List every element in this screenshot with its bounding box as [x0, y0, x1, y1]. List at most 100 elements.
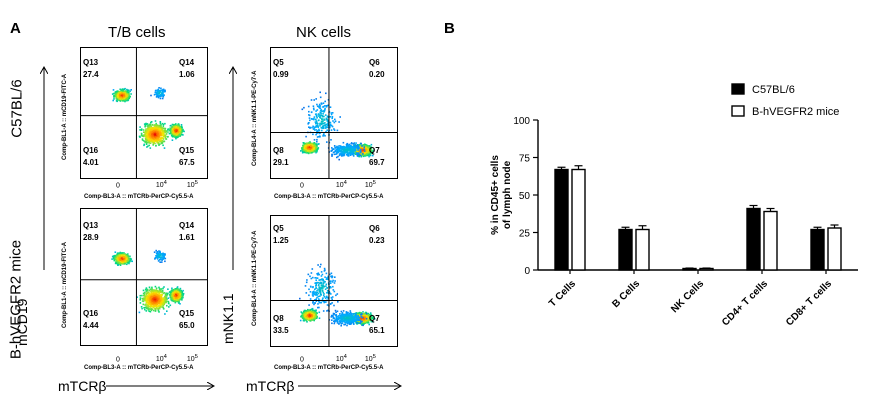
event-dot: [301, 150, 304, 153]
event-dot: [180, 130, 183, 132]
event-dot: [338, 147, 340, 149]
event-dot: [319, 96, 322, 99]
quadrant-ur-value: 0.20: [369, 70, 385, 79]
event-dot: [161, 134, 164, 137]
event-dot: [317, 126, 319, 128]
event-dot: [363, 150, 366, 152]
event-dot: [342, 141, 345, 144]
x-tick-10b: 10: [364, 182, 373, 190]
event-dot: [331, 153, 333, 156]
quadrant-lr-value: 69.7: [369, 158, 385, 167]
event-dot: [370, 150, 373, 152]
event-dot: [347, 152, 349, 154]
x-axis-name-nk: mTCRβ: [246, 378, 295, 394]
event-dot: [368, 145, 370, 147]
x-ticks-1: 0 104 105: [116, 180, 206, 189]
event-dot: [123, 93, 125, 96]
panel-a-letter: A: [10, 20, 21, 37]
event-dot: [316, 121, 318, 124]
event-dot: [356, 145, 359, 148]
event-dot: [169, 129, 172, 131]
x-tick-10a: 10: [335, 182, 344, 190]
event-dot: [303, 149, 306, 151]
event-dot: [366, 152, 369, 155]
event-dot: [142, 140, 145, 142]
event-dot: [173, 135, 175, 138]
event-dot: [153, 125, 156, 127]
event-dot: [153, 138, 155, 140]
event-dot: [313, 142, 315, 145]
event-dot: [154, 120, 157, 122]
event-dot: [160, 126, 162, 128]
event-dot: [329, 126, 331, 128]
event-dot: [159, 140, 161, 143]
event-dot: [177, 136, 180, 138]
event-dot: [158, 125, 160, 127]
event-dot: [340, 153, 343, 156]
event-dot: [126, 263, 128, 266]
event-dot: [359, 151, 362, 153]
event-dot: [360, 155, 363, 158]
event-dot: [159, 128, 162, 131]
event-dot: [162, 95, 165, 98]
event-dot: [316, 140, 318, 143]
event-dot: [372, 154, 374, 157]
event-dot: [182, 128, 184, 131]
event-dot: [177, 128, 180, 131]
event-dot: [141, 134, 143, 137]
event-dot: [367, 154, 369, 157]
event-dot: [164, 129, 166, 132]
event-dot: [148, 144, 150, 147]
event-dot: [146, 140, 148, 142]
event-dot: [124, 93, 127, 95]
event-dot: [368, 149, 371, 152]
event-dot: [144, 131, 146, 134]
event-dot: [370, 143, 373, 146]
event-dot: [162, 88, 165, 91]
event-dot: [176, 136, 178, 139]
event-dot: [147, 129, 149, 131]
event-dot: [114, 91, 117, 93]
event-dot: [177, 129, 180, 132]
event-dot: [126, 89, 129, 91]
event-dot: [157, 141, 160, 144]
event-dot: [347, 150, 349, 153]
event-dot: [307, 147, 310, 150]
event-dot: [359, 148, 362, 151]
event-dot: [315, 144, 318, 146]
event-dot: [307, 144, 310, 146]
event-dot: [167, 128, 169, 130]
event-dot: [170, 132, 173, 135]
event-dot: [358, 149, 361, 152]
event-dot: [115, 92, 117, 95]
event-dot: [305, 135, 307, 138]
event-dot: [316, 138, 318, 141]
event-dot: [158, 135, 160, 138]
event-dot: [334, 120, 337, 123]
event-dot: [164, 130, 166, 133]
event-dot: [313, 116, 316, 118]
event-dot: [352, 149, 354, 151]
event-dot: [369, 147, 371, 150]
event-dot: [322, 106, 325, 108]
event-dot: [308, 151, 311, 154]
event-dot: [154, 129, 157, 131]
event-dot: [324, 127, 326, 129]
y-axis-name-tb: mCD19: [14, 298, 30, 346]
event-dot: [127, 89, 130, 91]
event-dot: [161, 127, 163, 129]
quadrant-ll-value: 29.1: [273, 158, 289, 167]
event-dot: [160, 94, 163, 96]
event-dot: [146, 123, 149, 125]
event-dot: [113, 94, 116, 97]
event-dot: [158, 87, 160, 89]
event-dot: [323, 105, 326, 107]
event-dot: [363, 144, 365, 146]
event-dot: [304, 146, 306, 149]
event-dot: [112, 99, 114, 102]
event-dot: [358, 146, 360, 149]
event-dot: [341, 146, 344, 148]
event-dot: [180, 124, 183, 126]
event-dot: [307, 142, 310, 145]
event-dot: [152, 124, 154, 126]
